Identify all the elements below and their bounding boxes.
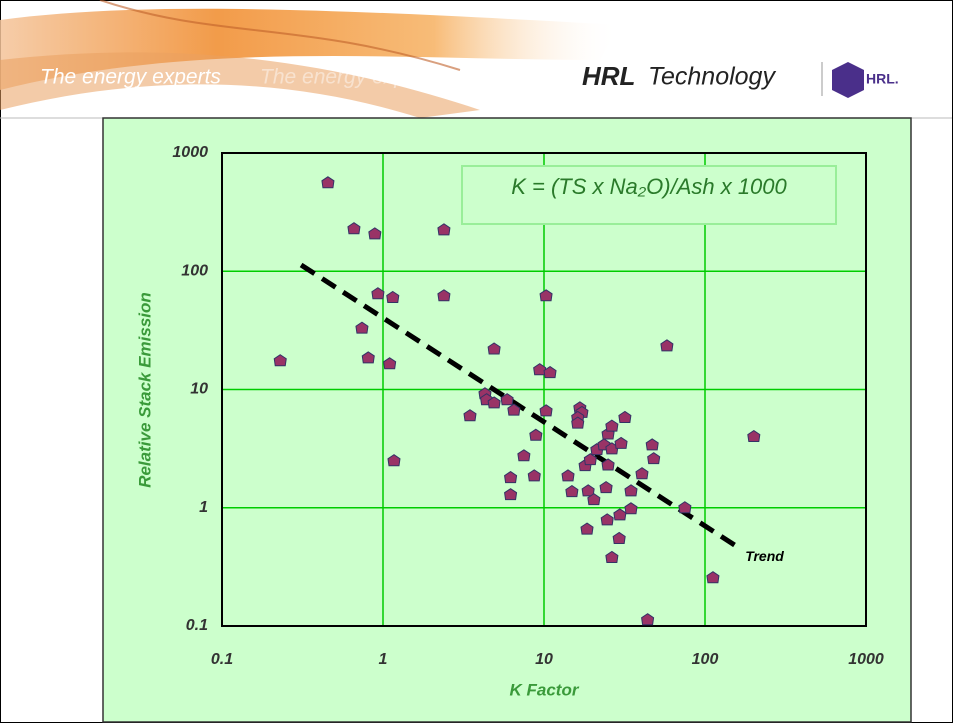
data-point [645,438,659,451]
x-tick-label: 1000 [848,651,884,668]
plot-frame [221,152,867,627]
data-point [660,339,674,352]
data-point [561,469,575,482]
data-point [543,365,557,379]
data-point [599,481,613,494]
data-point [605,550,619,563]
data-point [624,502,638,515]
data-point [504,488,518,501]
data-point [361,351,375,364]
data-point [321,176,335,189]
data-point [600,513,614,526]
data-point [613,508,627,521]
data-point [624,484,638,497]
data-point [500,393,514,406]
data-point [605,419,619,432]
annotation-box [461,165,837,225]
data-point [507,403,521,416]
x-tick-label: 10 [535,651,553,668]
y-tick-label: 1000 [172,144,208,161]
data-point [529,428,543,441]
data-point [368,227,382,240]
data-point [504,470,518,484]
x-tick-label: 1 [379,651,388,668]
banner-streak [99,0,461,71]
data-point [583,453,597,466]
data-point [580,522,594,535]
data-point [647,452,661,465]
banner-swoosh [0,52,480,118]
y-tick-label: 10 [190,381,208,398]
data-point [355,321,369,334]
x-tick-label: 100 [692,651,719,668]
data-point [347,222,361,235]
y-tick-label: 100 [181,262,208,279]
banner-swoosh [0,8,620,90]
data-point [635,467,649,480]
data-point [487,396,501,409]
logo-mark [832,62,864,98]
data-point [565,484,579,498]
x-tick-label: 0.1 [211,651,233,668]
data-point [747,429,761,443]
annotation: K = (TS x Na₂O)/Ash x 1000 [511,174,787,199]
data-point [487,342,501,355]
data-point [386,290,400,303]
data-point [437,223,451,236]
data-point [612,531,626,544]
data-point [614,436,628,449]
data-point [678,501,692,514]
trend-label: Trend [745,548,784,564]
data-point [581,484,595,497]
data-point [587,493,601,506]
logo-text: HRL. [866,71,899,87]
data-point [437,289,451,302]
data-point [517,449,531,462]
x-axis-title: K Factor [510,680,580,699]
data-point [533,363,547,376]
brand: HRL [582,61,635,91]
data-point [539,404,553,417]
y-axis-title: Relative Stack Emission [135,292,154,488]
data-point [527,469,541,482]
y-tick-label: 1 [199,499,208,516]
data-point [273,354,287,367]
data-point [601,458,615,471]
data-point [618,410,632,423]
data-point [387,454,401,467]
data-point [641,613,655,626]
data-point [706,571,720,584]
data-point [371,287,385,300]
tagline-echo: The energy experts [260,66,441,89]
data-point [571,416,585,429]
brand-suffix: Technology [648,63,776,91]
y-tick-label: 0.1 [186,617,208,634]
tagline: The energy experts [40,66,221,89]
data-point [383,357,397,370]
data-point [539,289,553,302]
trend-line [299,262,737,548]
data-point [463,409,477,422]
